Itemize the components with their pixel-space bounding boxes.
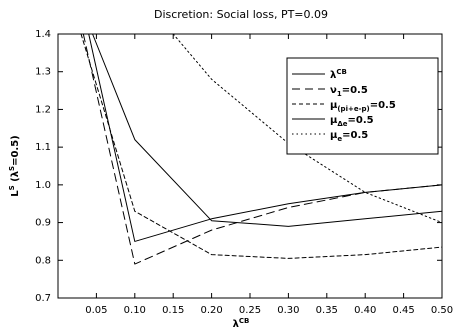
y-axis-title-tail: =0.5) [10, 135, 21, 166]
legend-label-mu-pi-e-p: μ(pi+e-p)=0.5 [330, 100, 396, 113]
y-tick-label-1: 0.7 [35, 293, 51, 304]
x-tick-label-7: 0.35 [316, 305, 338, 316]
series-line-5 [172, 33, 443, 224]
legend-mu-pi-base: μ [330, 100, 338, 111]
legend-lambda-superscript: CB [336, 68, 346, 76]
series-layer [80, 33, 443, 265]
chart-title: Discretion: Social loss, PT=0.09 [154, 8, 328, 21]
legend-label-nu-1: ν1=0.5 [330, 85, 368, 98]
series-line-3 [80, 33, 443, 259]
x-tick-label-10: 0.50 [431, 305, 453, 316]
y-tick-label-layer: 0.7 0.8 0.9 1.0 1.1 1.2 1.3 1.4 [35, 29, 51, 304]
y-tick-label-2: 0.8 [35, 255, 51, 266]
legend-mu-e-base: μ [330, 130, 338, 141]
legend-mu-delta-subscript: Δe [337, 120, 347, 128]
legend-mu-e-value: =0.5 [342, 130, 368, 141]
y-axis-title-open: (λ [10, 170, 21, 185]
legend-label-mu-delta-e: μΔe=0.5 [330, 115, 374, 128]
series-line-2 [82, 33, 443, 265]
y-axis-title-L: L [10, 190, 21, 197]
y-axis-title-superscript-S: S [8, 185, 16, 190]
x-tick-label-2: 0.10 [124, 305, 146, 316]
legend-nu-subscript: 1 [337, 90, 342, 98]
y-tick-label-8: 1.4 [35, 29, 51, 40]
legend: λCB ν1=0.5 μ(pi+e-p)=0.5 μΔe=0.5 μe=0.5 [286, 57, 439, 155]
x-tick-label-4: 0.20 [200, 305, 222, 316]
y-axis-title-group: LS (λS=0.5) [8, 135, 21, 197]
series-line-4 [88, 33, 443, 242]
x-tick-label-8: 0.40 [354, 305, 376, 316]
legend-nu-value: =0.5 [342, 85, 368, 96]
legend-mu-delta-value: =0.5 [348, 115, 374, 126]
series-line-1 [92, 33, 443, 227]
x-tick-label-1: 0.05 [85, 305, 107, 316]
x-axis-title-superscript: CB [239, 317, 249, 325]
legend-lambda-base: λ [330, 70, 337, 81]
x-tick-label-3: 0.15 [162, 305, 184, 316]
legend-mu-delta-base: μ [330, 115, 338, 126]
x-tick-label-5: 0.25 [239, 305, 261, 316]
y-tick-label-4: 1.0 [35, 180, 51, 191]
y-tick-label-5: 1.1 [35, 142, 51, 153]
y-axis-title-inner-superscript-S: S [8, 166, 16, 171]
y-tick-label-3: 0.9 [35, 218, 51, 229]
legend-mu-pi-value: =0.5 [370, 100, 396, 111]
x-tick-label-9: 0.45 [392, 305, 414, 316]
legend-nu-base: ν [330, 85, 337, 96]
x-axis-title: λCB [233, 317, 250, 330]
y-tick-label-7: 1.3 [35, 67, 51, 78]
x-tick-label-layer: 0.05 0.10 0.15 0.20 0.25 0.30 0.35 0.40 0.45 0.50 [85, 305, 453, 316]
legend-mu-e-subscript: e [337, 135, 342, 143]
legend-mu-pi-subscript: (pi+e-p) [337, 105, 369, 113]
y-tick-label-6: 1.2 [35, 104, 51, 115]
legend-label-lambda-cb: λCB [330, 68, 347, 81]
legend-label-mu-e: μe=0.5 [330, 130, 368, 143]
x-tick-label-6: 0.30 [277, 305, 299, 316]
y-axis-title: LS (λS=0.5) [8, 135, 21, 197]
x-axis-title-base: λ [233, 319, 240, 330]
